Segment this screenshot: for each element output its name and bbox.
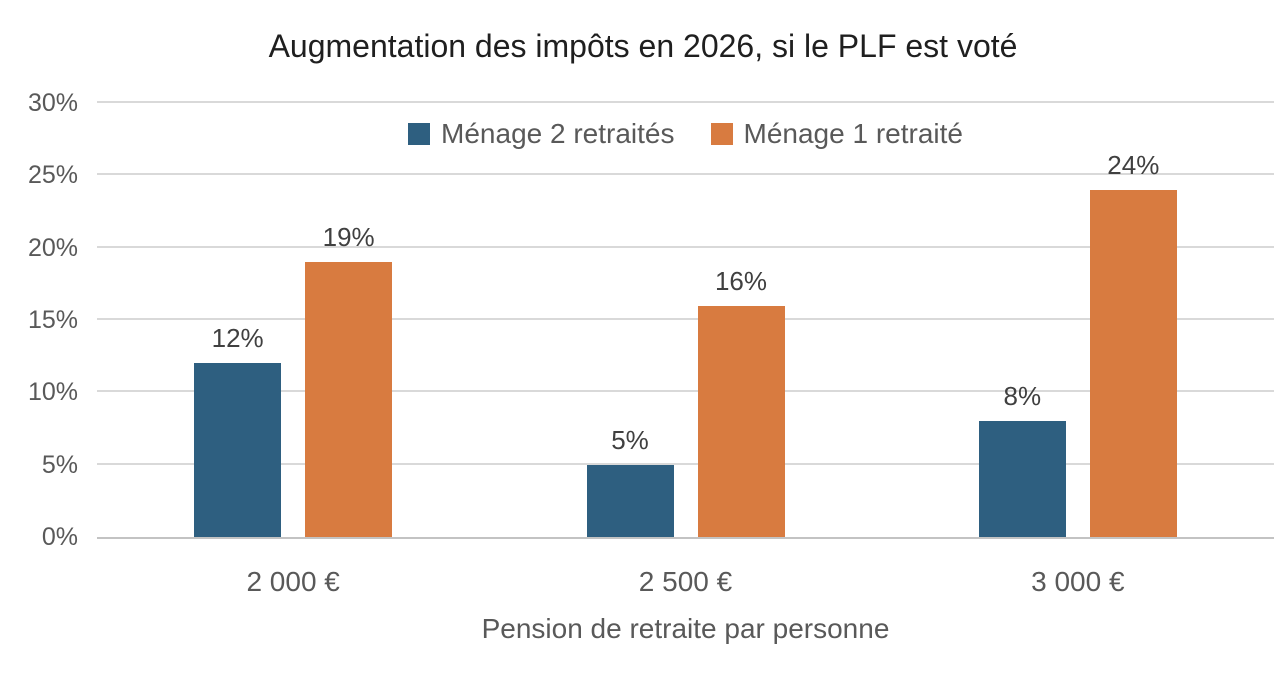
gridline <box>97 173 1274 176</box>
legend: Ménage 2 retraités Ménage 1 retraité <box>97 116 1274 152</box>
gridline <box>97 462 1274 465</box>
bar-series-2 <box>697 305 785 537</box>
bar-group: 5% 16% <box>586 103 785 537</box>
bar-series-1 <box>194 363 282 537</box>
bar-value-label: 19% <box>322 222 375 253</box>
legend-label: Ménage 1 retraité <box>743 118 963 149</box>
legend-label: Ménage 2 retraités <box>441 118 675 149</box>
legend-item: Ménage 2 retraités <box>408 118 675 150</box>
legend-swatch-icon <box>710 123 733 145</box>
bar-value-label: 12% <box>211 323 264 354</box>
x-axis-category-labels: 2 000 € 2 500 € 3 000 € <box>97 566 1274 600</box>
bar-value-label: 16% <box>714 265 768 296</box>
legend-swatch-icon <box>408 123 431 145</box>
y-tick-label: 10% <box>27 378 78 407</box>
legend-item: Ménage 1 retraité <box>710 118 963 150</box>
bar-series-1 <box>978 421 1066 537</box>
bar-group: 8% 24% <box>978 103 1177 537</box>
bar-series-2 <box>305 262 393 537</box>
bar-item: 12% <box>194 103 282 537</box>
bar-item: 24% <box>1089 103 1177 537</box>
x-axis-line <box>97 537 1274 539</box>
y-tick-label: 15% <box>27 306 78 334</box>
bar-item: 16% <box>697 103 785 537</box>
y-tick-label: 25% <box>27 161 78 190</box>
y-tick-label: 5% <box>41 450 78 479</box>
x-category-label: 2 500 € <box>638 566 733 597</box>
plot-area: 12% 19% 5% 16% 8% 24% <box>97 101 1274 539</box>
bar-item: 19% <box>305 103 393 537</box>
y-tick-label: 0% <box>41 523 78 551</box>
bar-value-label: 5% <box>611 424 649 455</box>
bar-group: 12% 19% <box>194 103 393 537</box>
gridline <box>97 101 1274 103</box>
bar-value-label: 8% <box>1003 381 1042 412</box>
bar-value-label: 24% <box>1107 149 1160 180</box>
bar-series-1 <box>586 464 674 537</box>
x-axis-title: Pension de retraite par personne <box>481 613 890 644</box>
gridline <box>97 245 1274 248</box>
bar-item: 8% <box>978 103 1066 537</box>
bar-item: 5% <box>586 103 674 537</box>
x-category-label: 2 000 € <box>246 566 340 597</box>
gridline <box>97 390 1274 393</box>
bar-series-2 <box>1089 189 1177 537</box>
x-category-label: 3 000 € <box>1031 566 1125 597</box>
y-tick-label: 30% <box>27 89 78 117</box>
y-axis-tick-labels: 0% 5% 10% 15% 20% 25% 30% <box>0 90 78 550</box>
y-tick-label: 20% <box>27 233 78 262</box>
chart-title: Augmentation des impôts en 2026, si le P… <box>268 28 1018 64</box>
gridline <box>97 318 1274 320</box>
